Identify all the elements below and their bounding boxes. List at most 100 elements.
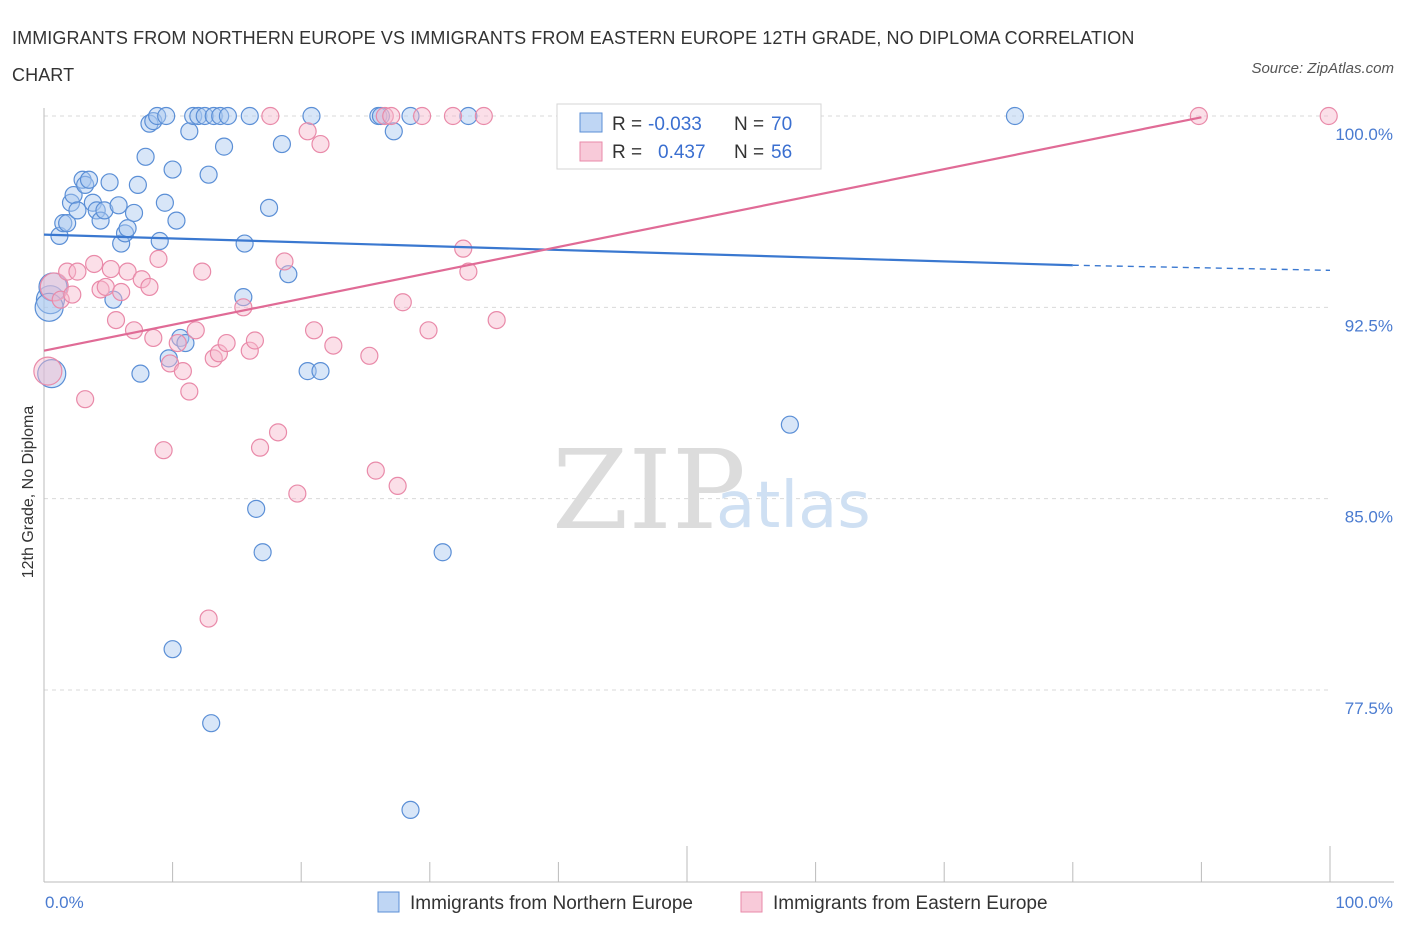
stats-legend: R = -0.033 N = 70 R = 0.437 N = 56 [556,103,822,170]
watermark-atlas: atlas [716,469,871,543]
stats-legend-n-value-eastern: 56 [771,142,792,163]
point-0-14 [87,201,106,220]
point-0-42 [204,106,223,126]
point-1-55 [1189,106,1208,126]
point-0-36 [176,333,195,353]
point-1-29 [217,333,236,353]
point-0-69 [157,106,176,126]
point-0-60 [433,543,452,562]
point-1-11 [106,310,126,330]
point-0-51 [272,134,292,154]
series-legend: Immigrants from Northern Europe Immigran… [377,891,1048,914]
point-1-27 [204,349,223,368]
point-0-53 [298,362,317,381]
point-1-54 [487,310,506,330]
point-0-61 [459,106,478,126]
point-0-20 [112,234,131,253]
series-points-1 [33,106,1338,628]
point-1-30 [234,298,253,317]
stats-legend-swatch-northern [579,112,603,133]
point-0-37 [180,122,199,141]
point-0-25 [131,364,150,383]
point-0-30 [150,231,169,251]
point-0-47 [240,106,259,126]
point-0-66 [780,415,799,434]
point-1-26 [199,609,218,628]
point-0-64 [401,800,420,820]
stats-legend-r-value-northern: -0.033 [648,114,702,135]
stats-legend-n-value-northern: 70 [771,114,792,135]
point-0-8 [64,185,83,205]
point-0-58 [384,122,403,141]
point-1-16 [140,277,159,297]
point-0-57 [371,106,391,126]
point-1-23 [180,382,199,401]
point-0-50 [259,198,279,217]
scatter-points [33,106,1338,820]
trend-line-northern [43,233,1073,267]
point-0-48 [247,499,266,518]
point-1-31 [240,341,259,360]
point-1-51 [454,239,473,258]
point-0-44 [214,137,234,156]
point-1-38 [298,122,317,141]
x-tick-label-1: 100.0% [1335,893,1393,912]
point-1-2 [51,290,70,309]
point-1-36 [275,252,294,271]
gridlines [44,115,1330,691]
point-1-25 [193,262,212,281]
point-0-31 [155,193,174,212]
point-1-42 [360,346,379,365]
point-0-12 [79,170,99,189]
watermark-zip: ZIP [552,426,746,554]
legend-swatch-northern [377,891,400,913]
point-0-68 [234,288,253,307]
point-1-0 [33,356,63,386]
point-1-50 [443,106,463,126]
point-0-9 [68,201,87,220]
legend-swatch-eastern [740,891,763,913]
y-tick-label-2: 85.0% [1345,508,1393,527]
point-0-63 [202,714,221,733]
point-1-12 [112,282,131,302]
point-1-18 [149,249,168,268]
series-points-0 [34,106,1025,820]
point-0-34 [167,211,186,230]
point-1-52 [459,262,478,281]
point-1-19 [154,441,173,460]
legend-label-eastern: Immigrants from Eastern Europe [773,893,1048,914]
point-1-56 [1319,106,1338,126]
point-1-9 [96,277,115,297]
point-1-39 [304,321,324,340]
point-0-5 [54,214,73,233]
point-1-43 [366,461,385,480]
axes [43,108,1394,883]
point-1-6 [76,390,95,409]
point-0-49 [253,543,272,562]
point-0-16 [95,201,114,220]
point-1-48 [412,106,432,126]
point-1-24 [186,321,205,340]
point-1-17 [144,328,163,348]
watermark: ZIP atlas [552,426,871,554]
point-1-3 [58,262,77,281]
point-1-4 [63,285,82,304]
point-1-34 [261,106,280,126]
point-1-33 [250,438,270,457]
point-1-44 [375,106,394,126]
point-0-45 [218,106,237,126]
point-0-55 [311,362,330,381]
point-1-35 [268,423,288,442]
point-1-53 [474,106,493,126]
point-1-28 [209,344,228,363]
stats-legend-r-value-eastern: 0.437 [658,142,706,163]
source-label: Source: ZipAtlas.com [1251,60,1394,77]
point-0-10 [73,170,92,189]
point-1-45 [382,106,401,126]
point-0-0 [35,285,66,315]
stats-legend-n-label-eastern: N = [734,142,764,163]
stats-legend-swatch-eastern [579,141,603,162]
point-1-15 [132,270,151,289]
point-1-22 [173,362,192,381]
